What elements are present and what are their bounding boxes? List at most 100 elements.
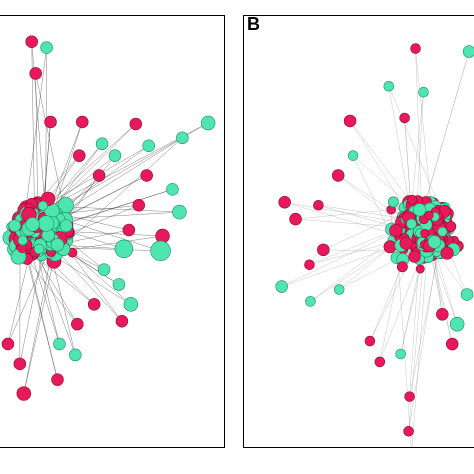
edge — [318, 205, 400, 229]
gene-node-pink — [399, 236, 413, 250]
gene-node-green — [418, 86, 429, 98]
gene-node-pink — [51, 373, 64, 386]
gene-node-pink — [410, 43, 421, 54]
node-layer — [275, 43, 474, 437]
gene-node-pink — [374, 356, 386, 368]
gene-node-pink — [289, 212, 302, 226]
gene-node-green — [172, 204, 187, 220]
gene-node-green — [8, 219, 21, 232]
gene-node-pink — [445, 221, 457, 232]
edge — [318, 205, 402, 219]
gene-node-pink — [436, 308, 449, 321]
gene-node-pink — [44, 115, 57, 129]
edge — [409, 259, 420, 397]
gene-node-green — [50, 238, 65, 252]
gene-node-pink — [92, 169, 106, 182]
edge — [409, 233, 443, 397]
node-layer — [1, 35, 216, 401]
gene-node-pink — [343, 114, 357, 128]
gene-node-green — [17, 235, 28, 246]
gene-node-green — [37, 215, 55, 232]
edge — [420, 51, 470, 221]
panel-label-b: B — [247, 14, 260, 34]
gene-node-pink — [415, 264, 425, 274]
gene-node-green — [40, 41, 53, 54]
gene-node-green — [53, 337, 66, 351]
gene-node-pink — [408, 250, 421, 263]
gene-node-green — [59, 219, 73, 233]
gene-node-pink — [122, 223, 136, 237]
gene-node-green — [25, 217, 40, 232]
edge — [35, 73, 39, 219]
gene-node-green — [37, 200, 48, 211]
gene-node-green — [108, 149, 122, 162]
network-panel-b — [243, 15, 474, 448]
gene-node-pink — [1, 337, 15, 351]
gene-node-pink — [73, 149, 86, 162]
edge — [34, 244, 60, 345]
gene-node-green — [112, 278, 126, 291]
network-graph-b — [275, 43, 474, 447]
gene-node-green — [387, 196, 399, 208]
gene-node-pink — [317, 243, 330, 257]
gene-node-pink — [440, 246, 454, 260]
gene-node-green — [462, 45, 474, 58]
gene-node-pink — [115, 314, 129, 328]
edge — [61, 137, 183, 248]
gene-node-pink — [331, 169, 345, 182]
gene-node-pink — [304, 259, 315, 270]
gene-node-pink — [396, 261, 408, 273]
gene-node-pink — [71, 317, 84, 331]
gene-node-pink — [420, 228, 430, 238]
network-graph-a — [1, 35, 216, 401]
gene-node-green — [437, 226, 448, 237]
gene-node-green — [114, 239, 134, 259]
gene-node-pink — [87, 298, 101, 311]
gene-node-pink — [13, 357, 27, 371]
gene-node-pink — [313, 199, 324, 211]
gene-node-green — [142, 139, 155, 153]
gene-node-green — [123, 297, 139, 312]
gene-node-pink — [16, 386, 32, 401]
gene-node-pink — [129, 117, 143, 131]
gene-node-green — [166, 183, 179, 196]
gene-node-green — [406, 218, 417, 230]
edge — [388, 86, 410, 202]
gene-node-pink — [140, 169, 153, 182]
gene-node-green — [383, 80, 395, 92]
edge — [408, 245, 439, 432]
network-panel-a — [0, 15, 225, 448]
edge — [411, 238, 429, 447]
edge — [43, 123, 136, 216]
gene-node-green — [460, 288, 474, 301]
gene-node-pink — [424, 210, 434, 220]
gene-node-pink — [29, 67, 42, 80]
gene-node-green — [333, 284, 345, 295]
gene-node-green — [176, 131, 189, 145]
gene-node-green — [33, 243, 45, 255]
gene-node-pink — [399, 112, 410, 124]
gene-node-pink — [25, 35, 38, 48]
edge — [295, 209, 392, 220]
gene-node-green — [150, 240, 171, 262]
gene-node-green — [200, 115, 216, 131]
gene-node-pink — [389, 223, 403, 238]
gene-node-green — [97, 263, 111, 276]
gene-node-green — [412, 203, 427, 217]
gene-node-green — [347, 150, 359, 161]
gene-node-green — [305, 296, 316, 307]
gene-node-pink — [383, 240, 397, 254]
gene-node-green — [427, 235, 442, 249]
edge — [32, 253, 95, 305]
gene-node-green — [395, 348, 406, 360]
gene-node-green — [69, 348, 82, 362]
gene-node-pink — [76, 115, 89, 129]
gene-node-green — [449, 316, 465, 332]
gene-node-pink — [445, 337, 459, 351]
edge — [388, 86, 444, 217]
gene-node-green — [275, 280, 288, 293]
gene-node-pink — [403, 426, 414, 437]
edge — [67, 205, 139, 235]
gene-node-pink — [364, 335, 376, 347]
gene-node-pink — [407, 194, 418, 205]
